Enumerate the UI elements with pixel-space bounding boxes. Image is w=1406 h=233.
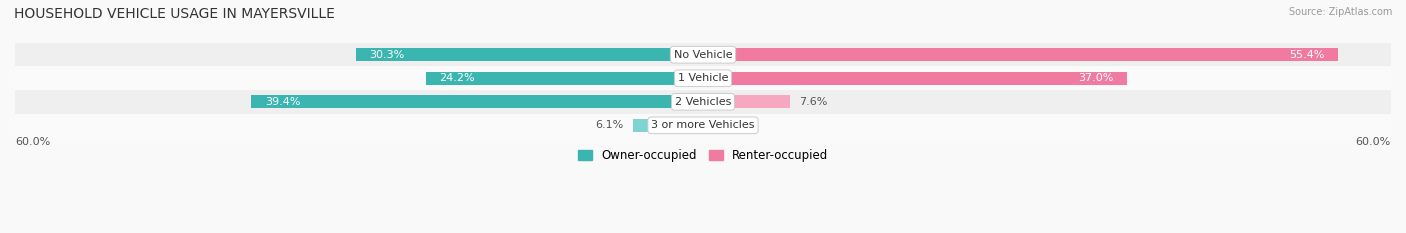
Bar (356, 48, 703, 61)
Bar (15, 113, 1391, 137)
Bar (15, 43, 1391, 66)
Bar (15, 66, 1391, 90)
Bar (703, 95, 790, 108)
Text: HOUSEHOLD VEHICLE USAGE IN MAYERSVILLE: HOUSEHOLD VEHICLE USAGE IN MAYERSVILLE (14, 7, 335, 21)
Text: 2 Vehicles: 2 Vehicles (675, 97, 731, 107)
Text: 30.3%: 30.3% (370, 50, 405, 60)
Text: 7.6%: 7.6% (800, 97, 828, 107)
Text: 0.0%: 0.0% (713, 120, 741, 130)
Bar (703, 72, 1128, 85)
Text: 24.2%: 24.2% (439, 73, 475, 83)
Bar (703, 48, 1339, 61)
Bar (252, 95, 703, 108)
Text: 6.1%: 6.1% (596, 120, 624, 130)
Text: No Vehicle: No Vehicle (673, 50, 733, 60)
Text: 39.4%: 39.4% (264, 97, 301, 107)
Text: 3 or more Vehicles: 3 or more Vehicles (651, 120, 755, 130)
Text: 55.4%: 55.4% (1289, 50, 1324, 60)
Text: 37.0%: 37.0% (1078, 73, 1114, 83)
Text: 60.0%: 60.0% (15, 137, 51, 147)
Bar (15, 90, 1391, 113)
Bar (426, 72, 703, 85)
Text: 1 Vehicle: 1 Vehicle (678, 73, 728, 83)
Bar (633, 119, 703, 132)
Legend: Owner-occupied, Renter-occupied: Owner-occupied, Renter-occupied (572, 144, 834, 167)
Text: Source: ZipAtlas.com: Source: ZipAtlas.com (1288, 7, 1392, 17)
Text: 60.0%: 60.0% (1355, 137, 1391, 147)
